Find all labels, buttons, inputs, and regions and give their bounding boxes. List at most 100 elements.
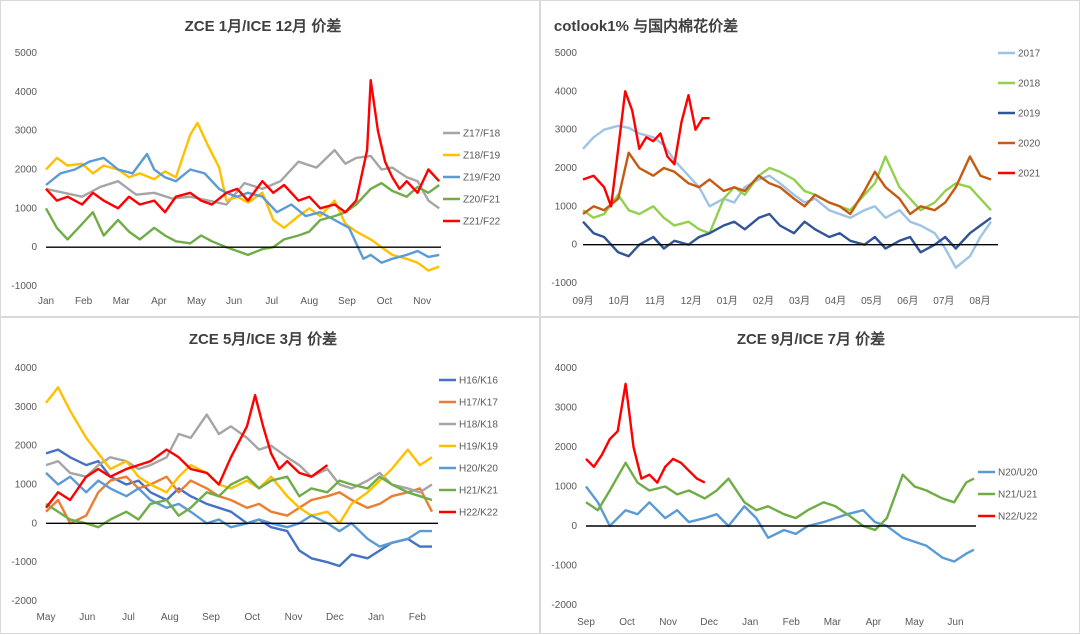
legend-label: Z20/F21 (463, 195, 501, 206)
x-tick-label: Feb (783, 617, 801, 628)
chart-svg: ZCE 1月/ICE 12月 价差 5000 4000 3000 2000 1000 0 -1… (11, 17, 501, 307)
y-tick-label: 2000 (15, 165, 38, 176)
x-tick-label: 07月 (933, 295, 954, 307)
legend-label: H16/K16 (459, 376, 498, 387)
y-tick-label: -1000 (551, 561, 577, 572)
legend-label: H21/K21 (459, 486, 498, 497)
x-tick-label: Dec (326, 612, 344, 623)
y-tick-label: 4000 (555, 363, 578, 374)
y-tick-label: -1000 (551, 278, 577, 289)
x-tick-label: 01月 (717, 295, 738, 307)
series-line-h19-k19 (45, 386, 433, 525)
series-line-z21-f22 (45, 79, 441, 214)
x-tick-label: Jun (226, 296, 242, 307)
y-tick-label: 2000 (15, 441, 38, 452)
x-tick-label: Jan (368, 612, 384, 623)
x-tick-label: Apr (151, 296, 167, 307)
chart-svg: ZCE 9月/ICE 7月 价差 4000 3000 2000 1000 0 -1000 -2… (551, 330, 1038, 628)
series-line-z17-f18 (45, 148, 440, 210)
y-tick-label: 1000 (555, 201, 578, 212)
y-tick-label: 4000 (555, 86, 578, 97)
legend-label: H22/K22 (459, 508, 498, 519)
x-tick-label: 09月 (572, 295, 593, 307)
chart-panel-zce-may-ice-mar: ZCE 5月/ICE 3月 价差 4000 3000 2000 1000 0 -1000 -2… (0, 317, 540, 634)
x-tick-label: 10月 (609, 295, 630, 307)
series-line-h16-k16 (45, 448, 432, 568)
y-tick-label: 4000 (15, 87, 38, 98)
x-tick-label: Jun (79, 612, 95, 623)
y-tick-label: 1000 (555, 482, 578, 493)
x-tick-label: Nov (659, 617, 677, 628)
x-tick-label: Apr (866, 617, 882, 628)
x-tick-label: 08月 (969, 295, 990, 307)
x-tick-label: Dec (700, 617, 718, 628)
x-tick-label: Sep (202, 612, 220, 623)
x-tick-label: Sep (338, 296, 356, 307)
x-tick-label: Feb (409, 612, 427, 623)
y-tick-label: 2000 (555, 163, 578, 174)
x-tick-label: Oct (245, 612, 261, 623)
y-tick-label: 1000 (15, 203, 38, 214)
chart-panel-zce-sep-ice-jul: ZCE 9月/ICE 7月 价差 4000 3000 2000 1000 0 -1000 -2… (540, 317, 1080, 634)
x-tick-label: 03月 (789, 295, 810, 307)
y-tick-label: 0 (571, 521, 577, 532)
y-tick-label: 0 (31, 242, 37, 253)
x-tick-label: Jul (265, 296, 278, 307)
x-tick-label: 04月 (825, 295, 846, 307)
chart-panel-cotlook-domestic: cotlook1% 与国内棉花价差 5000 4000 3000 2000 1000 0 -1… (540, 0, 1080, 317)
x-tick-label: Jan (38, 296, 54, 307)
x-tick-label: Aug (300, 296, 318, 307)
legend-label: 2017 (1018, 49, 1041, 60)
x-tick-label: Nov (285, 612, 303, 623)
y-tick-label: 3000 (15, 402, 38, 413)
series-line-h17-k17 (45, 475, 434, 525)
chart-title: ZCE 9月/ICE 7月 价差 (737, 330, 885, 348)
legend-label: N22/U22 (998, 512, 1038, 523)
y-tick-label: 3000 (555, 125, 578, 136)
series-line-h21-k21 (45, 475, 433, 529)
series-line-n21-u21 (585, 461, 975, 532)
series-line-n20-u20 (585, 485, 975, 563)
series-line-n22-u22 (585, 382, 706, 484)
series-line-2018 (582, 155, 992, 235)
series-line-h20-k20 (45, 472, 432, 548)
series-line-h18-k18 (45, 413, 433, 494)
y-tick-label: -2000 (551, 600, 577, 611)
y-tick-label: -2000 (11, 596, 37, 607)
x-tick-label: May (905, 617, 924, 628)
series-line-h22-k22 (45, 394, 329, 509)
chart-title: ZCE 5月/ICE 3月 价差 (189, 330, 337, 348)
x-tick-label: Mar (113, 296, 131, 307)
x-tick-label: Jan (742, 617, 758, 628)
x-tick-label: Oct (377, 296, 393, 307)
chart-panel-zce-jan-ice-dec: ZCE 1月/ICE 12月 价差 5000 4000 3000 2000 1000 0 -1… (0, 0, 540, 317)
chart-title: cotlook1% 与国内棉花价差 (554, 17, 738, 35)
x-tick-label: Oct (619, 617, 635, 628)
series-line-2019 (582, 212, 992, 258)
legend-label: Z19/F20 (463, 173, 501, 184)
y-tick-label: 1000 (15, 480, 38, 491)
x-tick-label: 11月 (645, 295, 665, 307)
x-tick-label: Mar (824, 617, 842, 628)
y-tick-label: 5000 (555, 48, 578, 59)
series-line-z19-f20 (45, 152, 440, 264)
legend-label: H17/K17 (459, 398, 498, 409)
y-tick-label: -1000 (11, 557, 37, 568)
legend-label: N20/U20 (998, 468, 1038, 479)
legend-label: H20/K20 (459, 464, 498, 475)
y-tick-label: 4000 (15, 363, 38, 374)
x-tick-label: Jul (122, 612, 135, 623)
series-line-2021 (582, 90, 710, 208)
x-tick-label: Feb (75, 296, 93, 307)
x-tick-label: 12月 (681, 295, 702, 307)
x-tick-label: Sep (577, 617, 595, 628)
y-tick-label: 0 (571, 240, 577, 251)
series-line-2020 (582, 151, 992, 216)
x-tick-label: Nov (413, 296, 431, 307)
x-tick-label: Aug (161, 612, 179, 623)
legend-label: Z17/F18 (463, 129, 501, 140)
legend-label: N21/U21 (998, 490, 1038, 501)
legend-label: Z18/F19 (463, 151, 501, 162)
x-tick-label: Jun (947, 617, 963, 628)
y-tick-label: 0 (31, 518, 37, 529)
